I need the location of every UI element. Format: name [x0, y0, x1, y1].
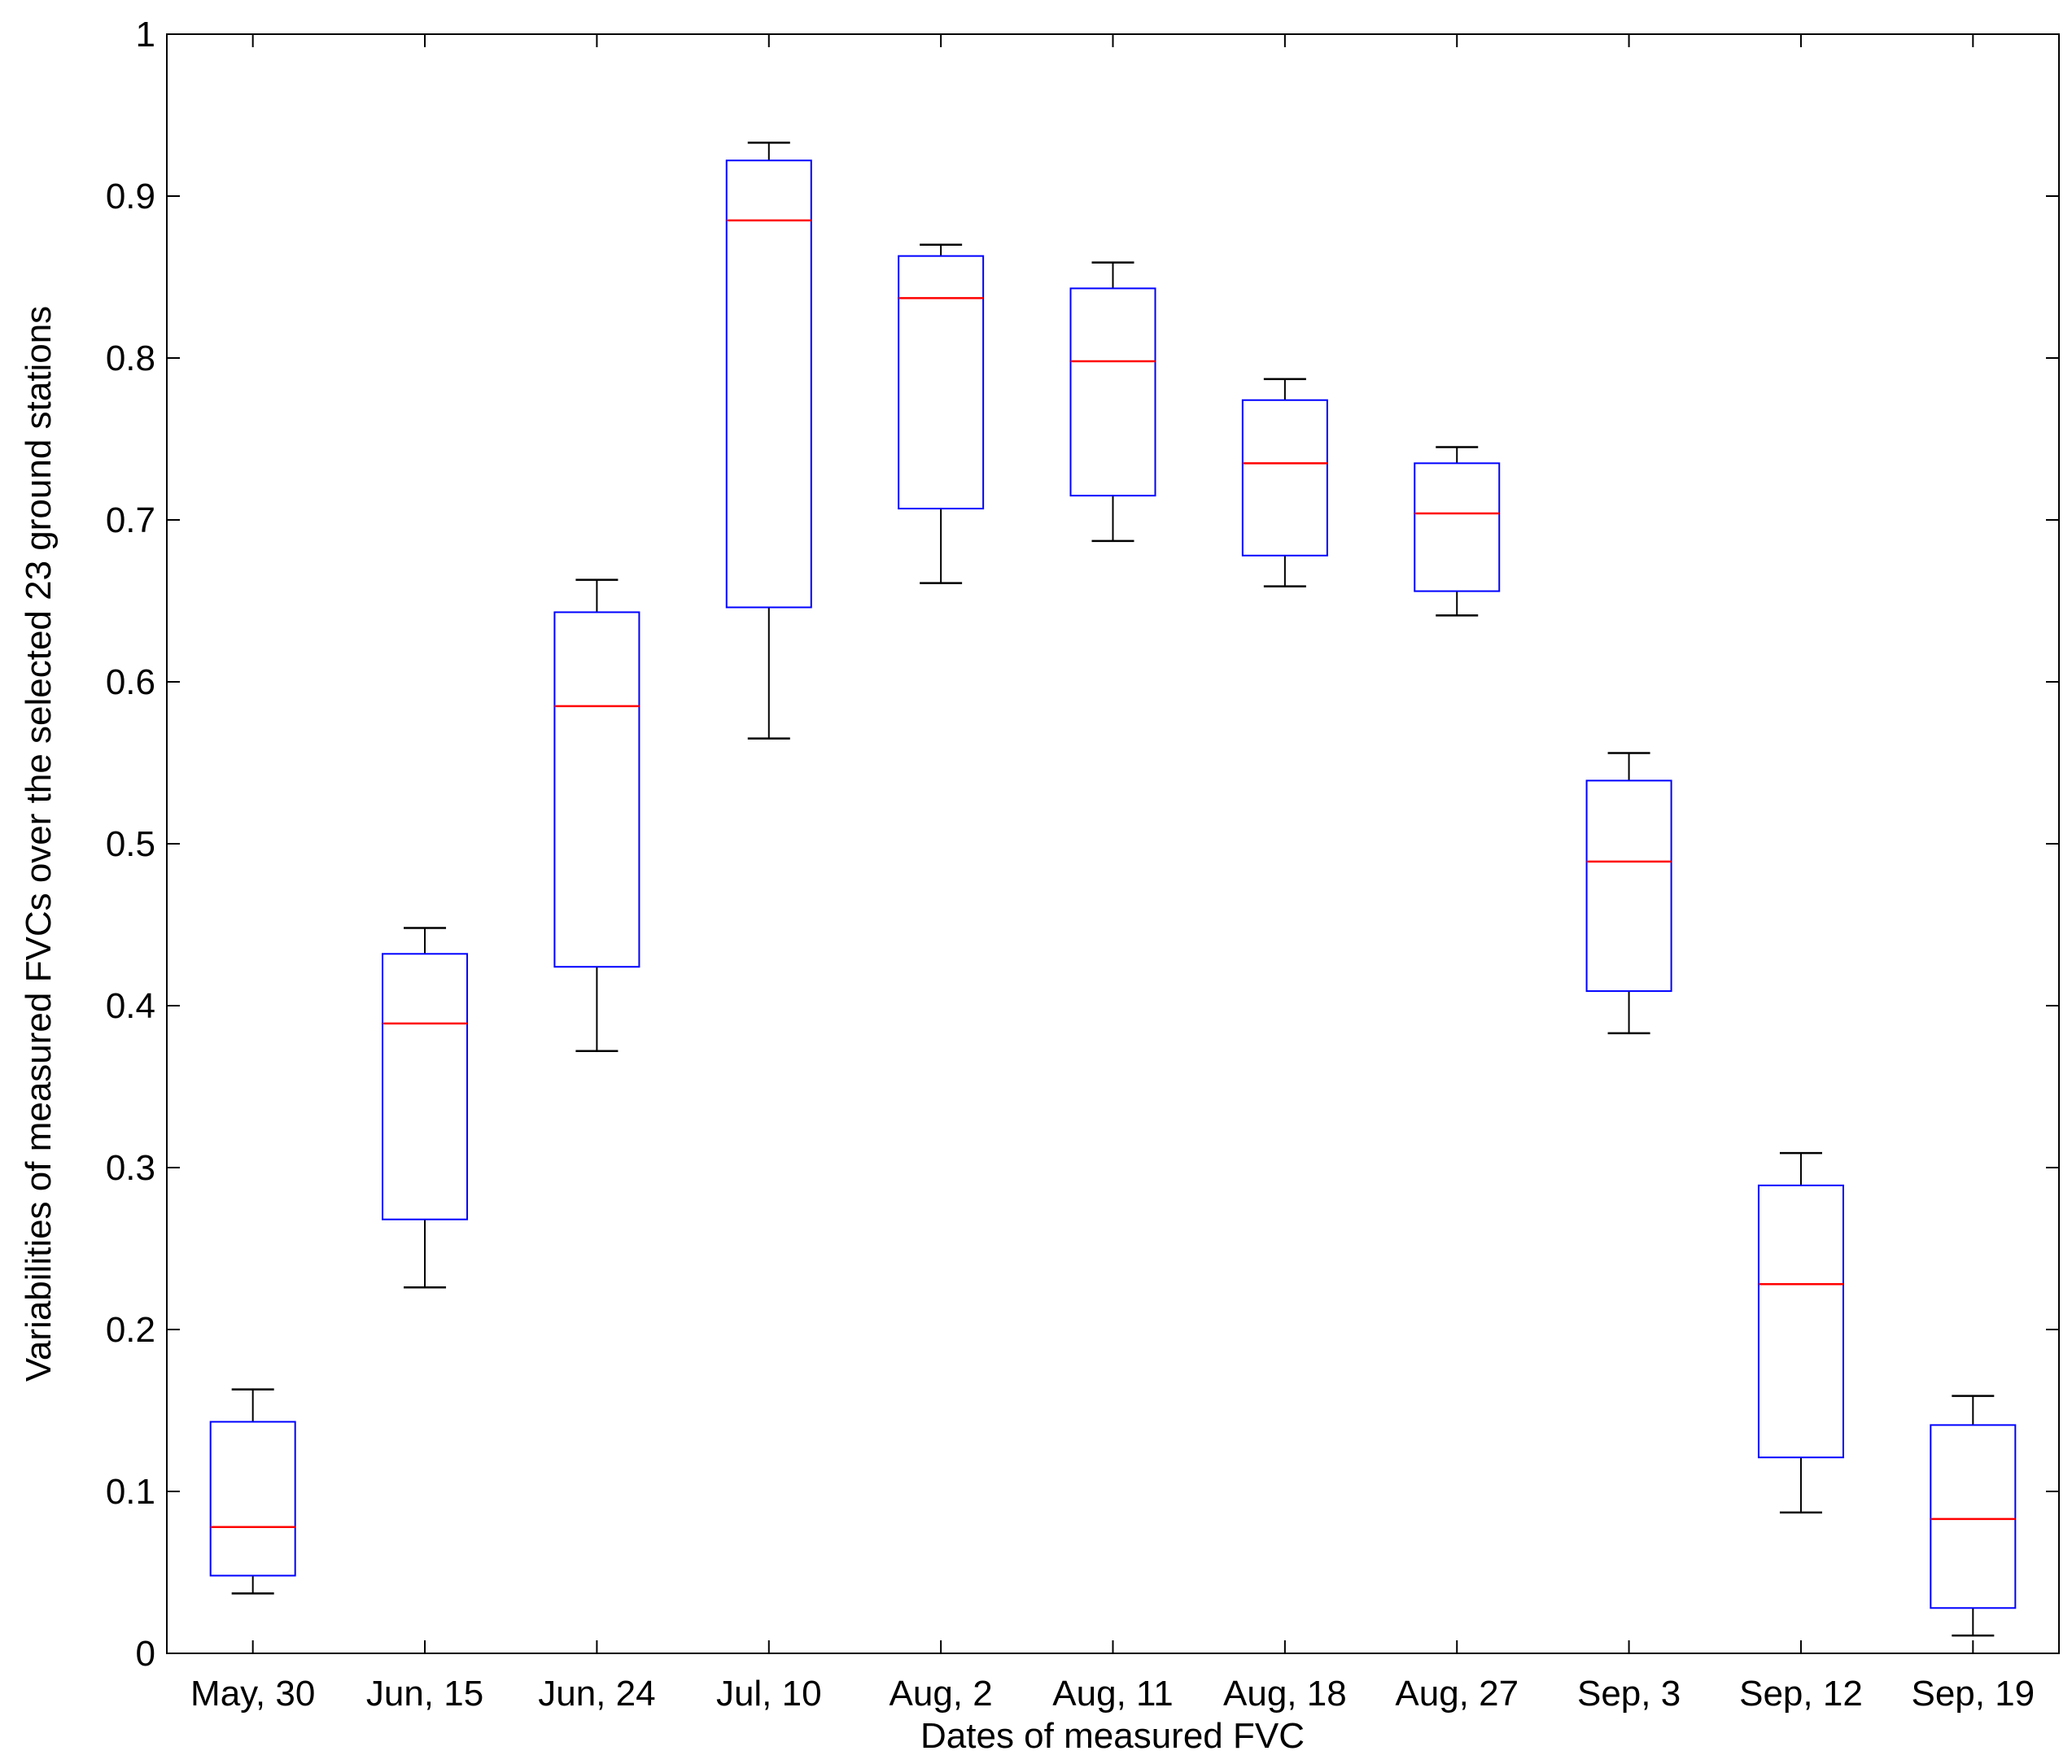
box-11 — [1930, 1395, 2017, 1637]
box-5 — [898, 243, 985, 584]
box-1 — [209, 1388, 296, 1595]
box-8 — [1414, 446, 1501, 617]
x-tick-label: Aug, 27 — [1395, 1674, 1519, 1714]
y-tick-label: 0.6 — [106, 662, 155, 702]
iqr-box — [1241, 399, 1328, 557]
y-tick-label: 0 — [136, 1634, 155, 1674]
y-tick-label: 0.1 — [106, 1472, 155, 1512]
y-tick-label: 0.2 — [106, 1310, 155, 1350]
box-2 — [382, 927, 469, 1289]
y-tick-labels: 0 0.1 0.2 0.3 0.4 0.5 0.6 0.7 0.8 0.9 1 — [106, 15, 155, 1674]
box-3 — [553, 579, 640, 1052]
box-4 — [725, 142, 812, 740]
y-tick-label: 0.8 — [106, 338, 155, 378]
x-tick-label: Jul, 10 — [716, 1674, 822, 1714]
iqr-box — [553, 611, 640, 968]
y-tick-label: 0.9 — [106, 177, 155, 216]
y-tick-label: 0.5 — [106, 824, 155, 864]
iqr-box — [1585, 779, 1672, 993]
iqr-box — [898, 255, 985, 510]
x-tick-label: Aug, 11 — [1052, 1674, 1173, 1714]
x-tick-label: Sep, 19 — [1911, 1674, 2035, 1714]
x-tick-label: Sep, 12 — [1739, 1674, 1863, 1714]
iqr-box — [209, 1421, 296, 1577]
x-axis-title: Dates of measured FVC — [920, 1716, 1305, 1756]
axis-ticks — [167, 33, 2059, 1654]
iqr-box — [1930, 1424, 2017, 1609]
y-tick-label: 1 — [136, 15, 155, 55]
box-7 — [1241, 378, 1328, 587]
x-tick-label: Jun, 24 — [538, 1674, 655, 1714]
x-tick-labels: May, 30 Jun, 15 Jun, 24 Jul, 10 Aug, 2 Aug, 1… — [190, 1674, 2035, 1714]
x-tick-label: Sep, 3 — [1577, 1674, 1681, 1714]
box-10 — [1757, 1151, 1844, 1514]
x-tick-label: May, 30 — [190, 1674, 315, 1714]
x-tick-label: Jun, 15 — [366, 1674, 483, 1714]
y-tick-label: 0.4 — [106, 986, 155, 1026]
y-tick-label: 0.3 — [106, 1148, 155, 1188]
iqr-box — [382, 953, 469, 1220]
y-tick-label: 0.7 — [106, 500, 155, 540]
y-axis-title: Variabilities of measured FVCs over the … — [19, 306, 59, 1382]
iqr-box — [1757, 1184, 1844, 1459]
box-9 — [1585, 752, 1672, 1035]
box-6 — [1069, 261, 1156, 543]
iqr-box — [1069, 287, 1156, 497]
iqr-box — [1414, 462, 1501, 592]
x-tick-label: Aug, 18 — [1223, 1674, 1347, 1714]
x-tick-label: Aug, 2 — [890, 1674, 993, 1714]
boxes — [209, 142, 2017, 1637]
iqr-box — [725, 159, 812, 609]
